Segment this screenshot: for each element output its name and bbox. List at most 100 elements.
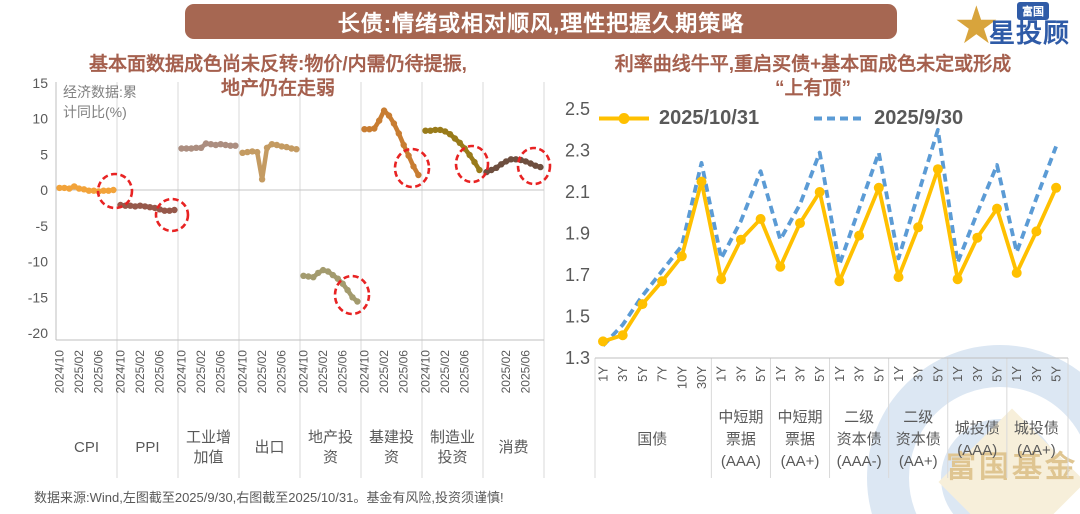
x-tick-label: 30Y [694,366,709,389]
highlight-circle [154,197,190,233]
category-label: (AA+) [1017,442,1056,459]
category-label: (AA+) [781,453,820,470]
y-tick-label: 5 [40,146,48,162]
left-chart-title-line1: 基本面数据成色尚未反转:物价/内需仍待提振, [89,54,467,75]
logo-brand-small: 富国 [1016,2,1049,20]
category-label: 出口 [254,439,284,456]
category-label: 资 [384,449,399,466]
x-tick-label: 2024/10 [53,350,67,394]
x-tick-label: 1Y [832,366,847,382]
legend-label-current-date: 2025/10/31 [659,107,760,129]
category-label: 中短期 [777,409,822,426]
category-label: PPI [135,439,159,456]
right-chart-title-line1: 利率曲线牛平,重启买债+基本面成色未定或形成 [614,54,1012,75]
x-tick-label: 2025/06 [336,350,350,394]
y-tick-label: 2.1 [565,182,590,202]
x-tick-label: 1Y [714,366,729,382]
x-tick-label: 2025/02 [194,350,208,394]
x-tick-label: 2025/06 [92,350,106,394]
x-tick-label: 2024/10 [114,350,128,394]
y-tick-label: 1.7 [565,265,590,285]
category-label: 城投债 [1014,420,1059,437]
category-label: 票据 [726,431,756,448]
data-series [239,141,300,183]
x-tick-label: 3Y [793,366,808,382]
data-series [601,127,1058,347]
x-tick-label: 1Y [891,366,906,382]
x-tick-label: 3Y [733,366,748,382]
x-tick-label: 1Y [596,366,611,382]
y-tick-label: 10 [32,111,48,127]
fullgoal-star-advisor-logo: ★ 富国 星投顾 [956,2,1070,48]
x-tick-label: 5Y [812,366,827,382]
category-label: (AAA) [721,453,761,470]
x-tick-label: 1Y [1009,366,1024,382]
legend-label-prior-date: 2025/9/30 [874,107,964,129]
dashed-line-marker-icon [814,116,865,121]
x-tick-label: 2025/06 [275,350,289,394]
x-tick-label: 5Y [1049,366,1064,382]
category-label: 中短期 [718,409,763,426]
legend-item-prior-date: 2025/9/30 [813,107,963,130]
right-chart-title-line2: “上有顶” [774,78,851,99]
y-tick-label: 1.5 [565,307,590,327]
category-label: 工业增 [186,429,231,446]
x-tick-label: 2024/10 [297,350,311,394]
logo-text-block: 富国 星投顾 [989,2,1070,47]
highlight-circle [516,146,552,186]
category-label: (AA+) [899,453,938,470]
x-tick-label: 2024/10 [419,350,433,394]
x-tick-label: 2025/02 [499,350,513,394]
highlight-circle [96,172,134,210]
x-tick-label: 2025/06 [458,350,472,394]
y-tick-label: -15 [28,289,48,305]
y-tick-label: 2.3 [565,141,590,161]
axis-note: 计同比(%) [63,104,127,120]
category-label: 二级 [844,409,874,426]
x-tick-label: 7Y [655,366,670,382]
category-label: (AAA-) [837,453,882,470]
category-label: 地产投 [308,429,353,446]
data-series [598,164,1062,347]
y-tick-label: 2.5 [565,100,590,119]
y-tick-label: -5 [36,218,49,234]
category-label: 资本债 [896,431,941,448]
data-series [361,107,422,179]
x-tick-label: 5Y [990,366,1005,382]
logo-brand-main: 星投顾 [988,18,1070,48]
x-tick-label: 1Y [950,366,965,382]
x-tick-label: 5Y [930,366,945,382]
left-chart-title-line2: 地产仍在走弱 [220,78,335,99]
category-label: 基建投 [369,429,414,446]
highlight-circle [454,144,490,184]
x-tick-label: 2025/02 [133,350,147,394]
right-chart-title: 利率曲线牛平,重启买债+基本面成色未定或形成 “上有顶” [550,53,1076,101]
y-tick-label: 0 [40,182,48,198]
category-label: 资 [323,449,338,466]
category-label: 国债 [637,431,667,448]
category-label: 票据 [785,431,815,448]
x-tick-label: 5Y [871,366,886,382]
x-tick-label: 2025/02 [438,350,452,394]
x-tick-label: 2025/02 [255,350,269,394]
highlight-circle [333,274,371,316]
x-tick-label: 2025/06 [397,350,411,394]
y-tick-label: 1.9 [565,224,590,244]
highlight-circle [393,147,431,189]
solid-line-marker-icon [599,113,649,124]
page-title: 长债:情绪或相对顺风,理性把握久期策略 [337,10,745,36]
y-tick-label: 1.3 [565,348,590,368]
page-title-bar: 长债:情绪或相对顺风,理性把握久期策略 [185,4,897,39]
x-tick-label: 3Y [970,366,985,382]
x-tick-label: 3Y [911,366,926,382]
x-tick-label: 3Y [615,366,630,382]
x-tick-label: 1Y [773,366,788,382]
category-label: CPI [74,439,99,456]
right-chart-legend: 2025/10/31 2025/9/30 [598,107,963,130]
data-source-note: 数据来源:Wind,左图截至2025/9/30,右图截至2025/10/31。基… [34,490,504,505]
y-tick-label: -20 [28,325,48,341]
category-label: 消费 [498,439,528,456]
y-tick-label: -10 [28,254,48,270]
